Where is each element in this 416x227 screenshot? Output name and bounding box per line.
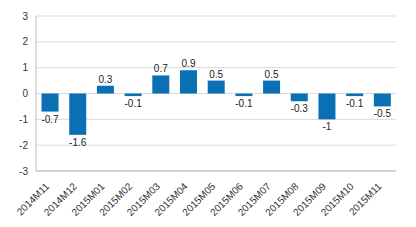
- svg-text:0: 0: [22, 88, 28, 99]
- svg-text:2015M03: 2015M03: [124, 180, 162, 218]
- svg-text:3: 3: [22, 11, 28, 22]
- svg-text:-1: -1: [19, 114, 28, 125]
- svg-text:2015M09: 2015M09: [290, 180, 329, 218]
- svg-text:2014M12: 2014M12: [41, 180, 79, 218]
- svg-text:1: 1: [22, 62, 28, 73]
- svg-text:-0.7: -0.7: [41, 114, 59, 125]
- svg-text:-0.1: -0.1: [235, 98, 253, 109]
- svg-text:-0.1: -0.1: [124, 98, 142, 109]
- svg-text:-0.1: -0.1: [346, 98, 364, 109]
- svg-text:2015M01: 2015M01: [69, 180, 107, 218]
- svg-text:2014M11: 2014M11: [14, 180, 52, 218]
- svg-text:-2: -2: [19, 140, 28, 151]
- svg-text:2015M08: 2015M08: [263, 180, 301, 218]
- svg-text:0.7: 0.7: [154, 63, 168, 74]
- svg-text:-1: -1: [323, 121, 332, 132]
- svg-text:2: 2: [22, 36, 28, 47]
- svg-text:2015M10: 2015M10: [318, 180, 356, 218]
- svg-text:2015M04: 2015M04: [152, 180, 190, 218]
- svg-text:0.5: 0.5: [265, 69, 279, 80]
- svg-text:2015M02: 2015M02: [97, 180, 135, 218]
- svg-text:-1.6: -1.6: [69, 137, 87, 148]
- svg-text:0.3: 0.3: [98, 74, 112, 85]
- svg-text:-0.5: -0.5: [374, 108, 392, 119]
- svg-text:-0.3: -0.3: [291, 103, 309, 114]
- svg-text:2015M06: 2015M06: [207, 180, 246, 218]
- svg-text:0.9: 0.9: [182, 58, 196, 69]
- svg-text:2015M11: 2015M11: [347, 180, 384, 217]
- svg-text:-3: -3: [19, 166, 28, 177]
- svg-text:2015M07: 2015M07: [235, 180, 273, 218]
- svg-text:2015M05: 2015M05: [180, 180, 218, 218]
- svg-text:0.5: 0.5: [209, 69, 223, 80]
